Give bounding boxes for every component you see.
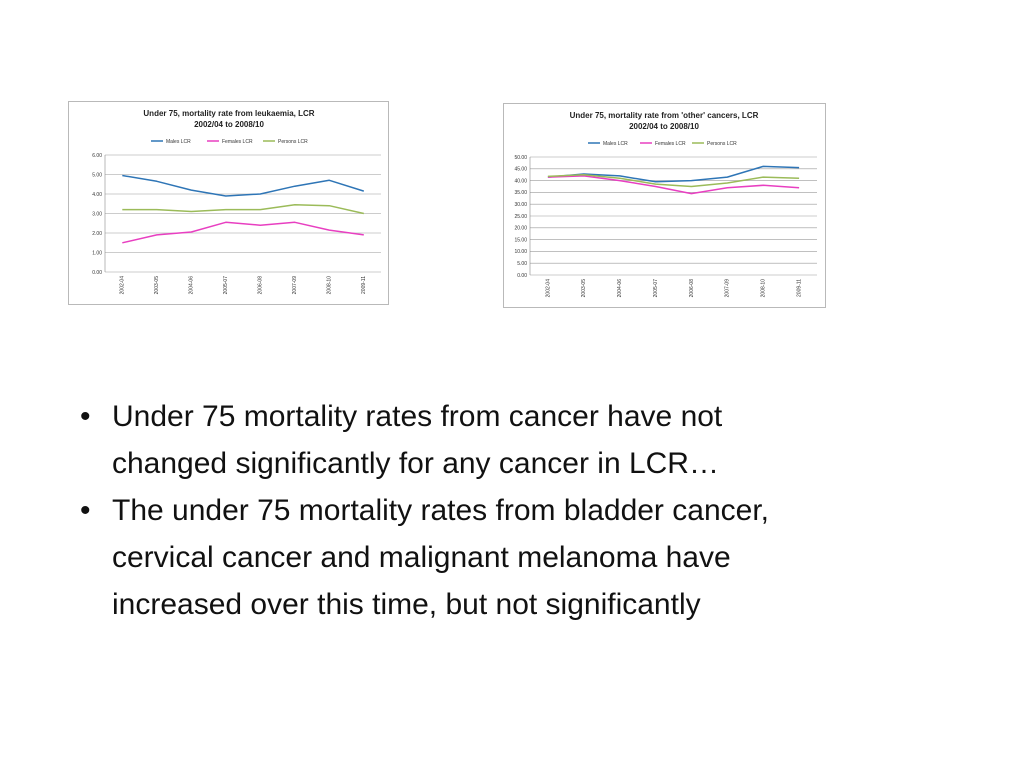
series-line (547, 175, 800, 195)
x-tick-label: 2007-09 (292, 276, 298, 295)
leukaemia-chart-svg: Under 75, mortality rate from leukaemia,… (92, 109, 381, 295)
other-cancers-chart-svg: Under 75, mortality rate from 'other' ca… (514, 111, 817, 298)
x-tick-label: 2004-06 (617, 279, 623, 298)
x-tick-label: 2008-10 (327, 276, 333, 295)
other-cancers-chart: Under 75, mortality rate from 'other' ca… (503, 103, 826, 308)
x-tick-label: 2003-05 (154, 276, 160, 295)
x-tick-label: 2009-11 (796, 279, 802, 297)
y-tick-label: 6.00 (92, 153, 102, 159)
y-tick-label: 0.00 (92, 270, 102, 276)
bullet-glyph: • (80, 400, 91, 433)
series-line (122, 221, 364, 244)
bullet-text-line: increased over this time, but not signif… (112, 588, 701, 621)
x-tick-label: 2005-07 (653, 279, 659, 298)
legend-label: Males LCR (603, 141, 628, 147)
y-tick-label: 35.00 (514, 190, 527, 196)
y-tick-label: 30.00 (514, 202, 527, 208)
leukaemia-chart: Under 75, mortality rate from leukaemia,… (68, 101, 389, 305)
bullet-item: • Under 75 mortality rates from cancer h… (76, 393, 976, 487)
y-tick-label: 25.00 (514, 214, 527, 220)
series-line (122, 174, 365, 197)
x-tick-label: 2008-10 (761, 279, 767, 298)
bullet-list: • Under 75 mortality rates from cancer h… (76, 393, 976, 628)
x-tick-label: 2005-07 (223, 276, 229, 295)
y-tick-label: 10.00 (514, 249, 527, 255)
chart-title: 2002/04 to 2008/10 (629, 122, 699, 131)
x-tick-label: 2006-08 (258, 276, 264, 295)
x-tick-label: 2002-04 (545, 279, 551, 298)
chart-title: Under 75, mortality rate from leukaemia,… (143, 109, 314, 118)
x-tick-label: 2002-04 (120, 276, 126, 295)
x-tick-label: 2006-08 (689, 279, 695, 298)
y-tick-label: 20.00 (514, 226, 527, 232)
y-tick-label: 0.00 (517, 273, 527, 279)
y-tick-label: 2.00 (92, 231, 102, 237)
series-line (547, 165, 800, 183)
chart-title: Under 75, mortality rate from 'other' ca… (570, 111, 759, 120)
y-tick-label: 1.00 (92, 250, 102, 256)
bullet-item: • The under 75 mortality rates from blad… (76, 487, 976, 628)
x-tick-label: 2004-06 (189, 276, 195, 295)
bullet-text-line: changed significantly for any cancer in … (112, 447, 719, 480)
legend-label: Persons LCR (278, 139, 308, 145)
y-tick-label: 45.00 (514, 167, 527, 173)
y-tick-label: 5.00 (92, 172, 102, 178)
legend-label: Persons LCR (707, 141, 737, 147)
bullet-text-line: The under 75 mortality rates from bladde… (112, 494, 769, 527)
bullet-text-line: cervical cancer and malignant melanoma h… (112, 541, 731, 574)
y-tick-label: 3.00 (92, 211, 102, 217)
bullet-glyph: • (80, 494, 91, 527)
x-tick-label: 2007-09 (725, 279, 731, 298)
x-tick-label: 2003-05 (581, 279, 587, 298)
legend-label: Males LCR (166, 139, 191, 145)
y-tick-label: 50.00 (514, 155, 527, 161)
x-tick-label: 2009-11 (361, 276, 367, 294)
bullet-text-line: Under 75 mortality rates from cancer hav… (112, 400, 723, 433)
series-line (547, 173, 800, 188)
series-line (122, 203, 364, 215)
legend-label: Females LCR (655, 141, 686, 147)
legend-label: Females LCR (222, 139, 253, 145)
y-tick-label: 15.00 (514, 237, 527, 243)
chart-title: 2002/04 to 2008/10 (194, 120, 264, 129)
y-tick-label: 5.00 (517, 261, 527, 267)
y-tick-label: 4.00 (92, 192, 102, 198)
y-tick-label: 40.00 (514, 178, 527, 184)
